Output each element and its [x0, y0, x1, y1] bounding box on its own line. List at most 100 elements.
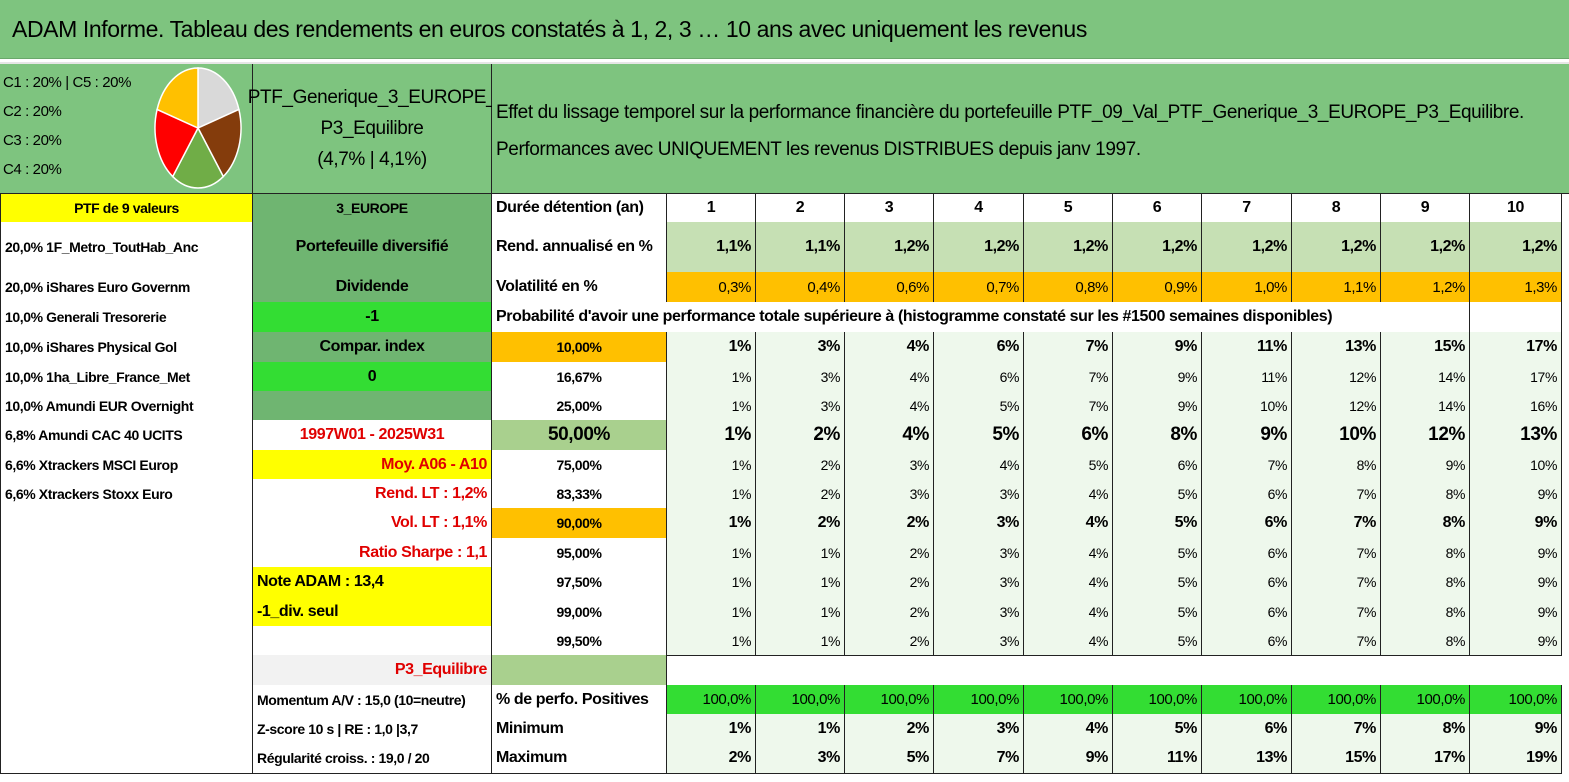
value-cell: 7%: [934, 743, 1024, 774]
value-cell: 9%: [1470, 714, 1562, 744]
pie-slice: [196, 108, 242, 178]
label-cell: Minimum: [492, 714, 667, 744]
value-cell: 7%: [1292, 567, 1381, 598]
value-cell: 1%: [667, 508, 756, 539]
info-cell: Portefeuille diversifié: [253, 222, 492, 273]
value-cell: 1,2%: [1292, 222, 1381, 273]
label-cell: Volatilité en %: [492, 272, 667, 303]
value-cell: 5%: [845, 743, 934, 774]
value-cell: 17%: [1381, 743, 1470, 774]
value-cell: 1%: [667, 391, 756, 421]
value-cell: 7: [1202, 194, 1292, 223]
value-cell: 14%: [1381, 391, 1470, 421]
title: ADAM Informe. Tableau des rendements en …: [12, 16, 1087, 42]
value-cell: 3%: [756, 332, 845, 363]
value-cell: 2%: [845, 538, 934, 568]
value-cell: 1%: [667, 626, 756, 656]
value-cell: 5%: [1024, 450, 1113, 480]
holding-cell: [0, 714, 253, 744]
value-cell: 5%: [1113, 567, 1202, 598]
value-cell: 3%: [845, 450, 934, 480]
value-cell: 4%: [1024, 508, 1113, 539]
value-cell: 9%: [1470, 538, 1562, 568]
label-cell: 75,00%: [492, 450, 667, 480]
pie-slice: [154, 108, 200, 178]
value-cell: 2%: [845, 626, 934, 656]
holding-cell: [0, 538, 253, 568]
value-cell: 1,2%: [1470, 222, 1562, 273]
value-cell: 1,2%: [1113, 222, 1202, 273]
holding-cell: [0, 508, 253, 539]
info-cell: -1_div. seul: [253, 597, 492, 627]
value-cell: 9: [1381, 194, 1470, 223]
value-cell: 11%: [1202, 362, 1292, 392]
value-cell: 7%: [1292, 597, 1381, 627]
description: Performances avec UNIQUEMENT les revenus…: [496, 139, 1141, 160]
value-cell: 5%: [1113, 479, 1202, 509]
pie-slice: [171, 126, 225, 189]
value-cell: 7%: [1292, 538, 1381, 568]
value-cell: 7%: [1024, 391, 1113, 421]
description: Effet du lissage temporel sur la perform…: [496, 102, 1524, 123]
value-cell: 8%: [1381, 508, 1470, 539]
value-cell: 100,0%: [1292, 685, 1381, 715]
holding-cell: 6,6% Xtrackers MSCI Europ: [0, 450, 253, 480]
info-cell: [253, 391, 492, 421]
label-cell: 99,50%: [492, 626, 667, 656]
label-cell: 95,00%: [492, 538, 667, 568]
value-cell: 1,0%: [1202, 272, 1292, 303]
portfolio-panel: PTF_Generique_3_EUROPE_ P3_Equilibre (4,…: [248, 64, 497, 194]
value-cell: 100,0%: [756, 685, 845, 715]
label-cell: 25,00%: [492, 391, 667, 421]
holding-cell: 6,8% Amundi CAC 40 UCITS: [0, 420, 253, 451]
value-cell: 2%: [845, 567, 934, 598]
value-cell: 17%: [1470, 362, 1562, 392]
value-cell: 5%: [1113, 508, 1202, 539]
value-cell: 1%: [667, 538, 756, 568]
label-cell: 16,67%: [492, 362, 667, 392]
value-cell: 3%: [934, 567, 1024, 598]
value-cell: 2: [756, 194, 845, 223]
value-cell: 8%: [1381, 479, 1470, 509]
value-cell: 4%: [1024, 567, 1113, 598]
value-cell: 4%: [1024, 626, 1113, 656]
value-cell: 9%: [1470, 508, 1562, 539]
pie-chart: [154, 67, 242, 189]
value-cell: 1%: [667, 479, 756, 509]
value-cell: 5%: [1113, 538, 1202, 568]
value-cell: 4%: [1024, 597, 1113, 627]
value-cell: 1,1%: [667, 222, 756, 273]
value-cell: 4%: [1024, 538, 1113, 568]
value-cell: 10%: [1292, 420, 1381, 451]
value-cell: 8%: [1292, 450, 1381, 480]
value-cell: 0,4%: [756, 272, 845, 303]
value-cell: 2%: [845, 597, 934, 627]
label-cell: Rend. annualisé en %: [492, 222, 667, 273]
value-cell: 3%: [934, 508, 1024, 539]
value-cell: 5%: [1113, 597, 1202, 627]
holding-cell: 20,0% iShares Euro Governm: [0, 272, 253, 303]
value-cell: 16%: [1470, 391, 1562, 421]
value-cell: 100,0%: [1381, 685, 1470, 715]
info-cell: [253, 626, 492, 656]
holding-cell: 10,0% 1ha_Libre_France_Met: [0, 362, 253, 392]
value-cell: 6%: [934, 362, 1024, 392]
info-cell: Z-score 10 s | RE : 1,0 |3,7: [253, 714, 492, 744]
holding-cell: [0, 743, 253, 774]
holding-cell: 10,0% Generali Tresorerie: [0, 302, 253, 333]
value-cell: 11%: [1113, 743, 1202, 774]
value-cell: 2%: [756, 479, 845, 509]
holding-cell: [0, 685, 253, 715]
value-cell: 13%: [1202, 743, 1292, 774]
value-cell: 10%: [1470, 450, 1562, 480]
holding-cell: [0, 567, 253, 598]
value-cell: 3%: [934, 714, 1024, 744]
info-cell: 1997W01 - 2025W31: [253, 420, 492, 451]
value-cell: 17%: [1470, 332, 1562, 363]
value-cell: 100,0%: [1202, 685, 1292, 715]
value-cell: 8%: [1381, 538, 1470, 568]
value-cell: 9%: [1470, 567, 1562, 598]
value-cell: 2%: [756, 420, 845, 451]
value-cell: 5: [1024, 194, 1113, 223]
value-cell: 9%: [1470, 626, 1562, 656]
